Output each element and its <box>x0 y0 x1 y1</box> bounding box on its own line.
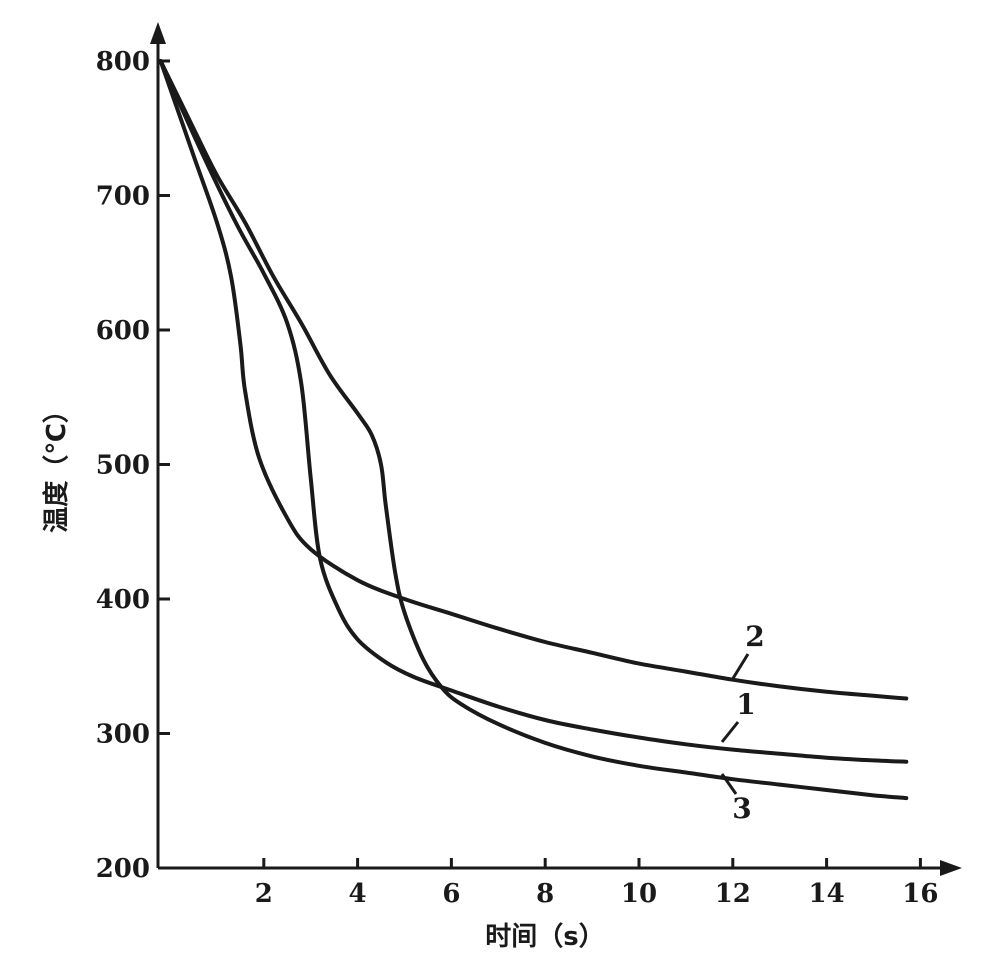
y-axis-title: 温度（℃） <box>41 397 72 533</box>
y-ticks: 200 300 400 500 600 700 800 <box>96 47 170 884</box>
y-tick-label: 400 <box>96 585 150 615</box>
x-tick-label: 2 <box>255 879 273 909</box>
y-axis <box>150 22 166 868</box>
y-tick-label: 200 <box>96 854 150 884</box>
curve-leader-1 <box>720 721 740 743</box>
y-tick-label: 800 <box>96 47 150 77</box>
y-tick-label: 700 <box>96 182 150 212</box>
x-axis-arrow <box>940 860 962 876</box>
y-tick-label: 500 <box>96 451 150 481</box>
x-tick-label: 4 <box>349 879 367 909</box>
x-tick-label: 12 <box>715 879 751 909</box>
curve-2 <box>158 59 909 701</box>
curve-3 <box>158 59 909 801</box>
x-tick-label: 16 <box>902 879 938 909</box>
y-tick-label: 300 <box>96 720 150 750</box>
x-ticks: 2 4 6 8 10 12 14 16 <box>255 858 938 909</box>
curve-leader-2 <box>730 653 750 681</box>
x-tick-label: 6 <box>442 879 460 909</box>
y-tick-label: 600 <box>96 316 150 346</box>
curve-labels: 1 2 3 <box>720 620 765 825</box>
x-axis-title: 时间（s） <box>485 922 604 952</box>
x-tick-label: 8 <box>536 879 554 909</box>
curve-label-3: 3 <box>732 792 751 825</box>
curve-label-2: 2 <box>745 620 764 653</box>
x-axis <box>170 860 962 876</box>
y-axis-arrow <box>150 22 166 44</box>
curve-1 <box>158 59 909 764</box>
curve-leader-3 <box>720 773 738 795</box>
curves <box>158 59 909 801</box>
x-tick-label: 14 <box>809 879 845 909</box>
x-tick-label: 10 <box>621 879 657 909</box>
curve-label-1: 1 <box>736 688 755 721</box>
